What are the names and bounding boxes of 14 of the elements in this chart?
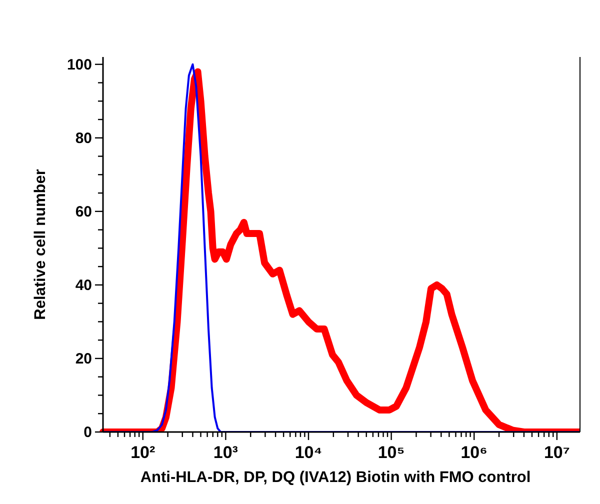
x-tick-label: 10² [130, 443, 156, 462]
x-axis-title: Anti-HLA-DR, DP, DQ (IVA12) Biotin with FMO control [140, 469, 531, 486]
x-tick-label: 10⁵ [378, 443, 405, 462]
x-tick-label: 10⁶ [460, 443, 488, 462]
x-tick-label: 10⁷ [544, 443, 570, 462]
y-tick-label: 100 [66, 56, 92, 74]
y-tick-label: 80 [75, 130, 92, 147]
y-axis-title: Relative cell number [32, 169, 49, 320]
y-tick-label: 60 [75, 203, 92, 220]
x-tick-label: 10⁴ [294, 443, 322, 462]
x-tick-label: 10³ [213, 443, 238, 462]
y-tick-label: 40 [75, 276, 92, 294]
y-tick-label: 20 [75, 350, 92, 368]
y-tick-label: 0 [84, 424, 92, 441]
